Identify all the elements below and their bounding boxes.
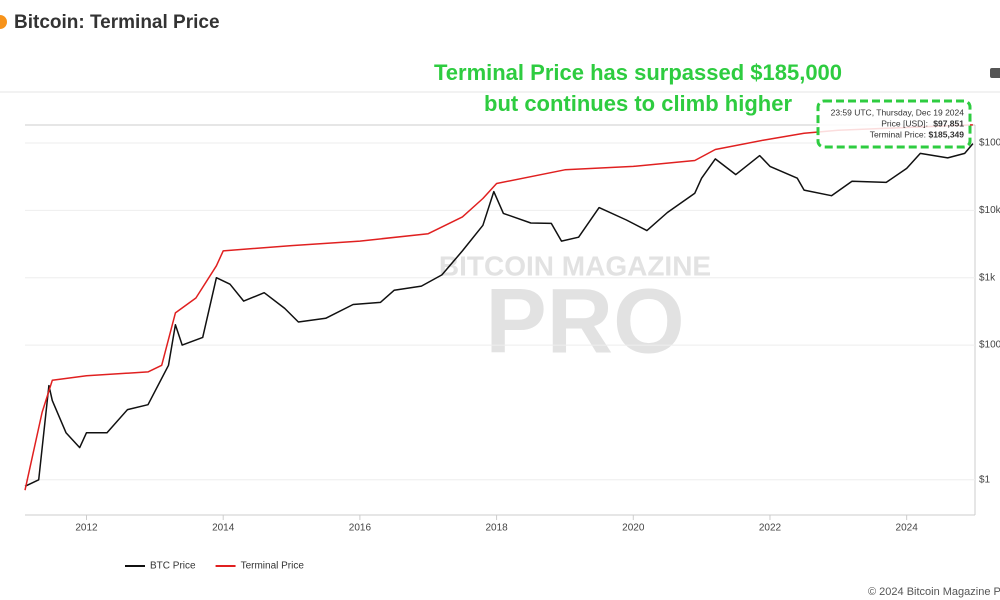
- watermark: BITCOIN MAGAZINE PRO: [439, 250, 711, 372]
- tooltip-value: $97,851: [933, 118, 964, 128]
- tooltip-label: Price [USD]:: [881, 118, 928, 128]
- x-tick-label: 2014: [212, 523, 235, 534]
- plot-area: $1 $100 $1k $10k $100k 2012 2014 2016 2018 2020 20…: [24, 124, 1000, 534]
- series-line: [24, 124, 973, 491]
- y-tick-label: $10k: [979, 205, 1000, 216]
- camera-icon[interactable]: [990, 68, 1000, 78]
- legend-label: BTC Price: [150, 561, 196, 572]
- chart-title: Bitcoin: Terminal Price: [14, 12, 220, 33]
- legend: BTC Price Terminal Price: [125, 561, 304, 572]
- x-tick-label: 2020: [622, 523, 645, 534]
- tooltip-label: Terminal Price:: [870, 129, 926, 139]
- y-tick-label: $100: [979, 340, 1000, 351]
- tooltip-value: $185,349: [929, 129, 965, 139]
- x-tick-label: 2022: [759, 523, 782, 534]
- legend-label: Terminal Price: [241, 561, 305, 572]
- y-tick-label: $1: [979, 474, 991, 485]
- y-tick-label: $100k: [979, 138, 1000, 149]
- x-tick-label: 2024: [896, 523, 919, 534]
- annotation-line: but continues to climb higher: [484, 91, 792, 116]
- y-tick-label: $1k: [979, 272, 996, 283]
- tooltip: 23:59 UTC, Thursday, Dec 19 2024 Price […: [831, 107, 965, 139]
- logo-icon: [0, 15, 7, 29]
- tooltip-highlight: [816, 99, 972, 149]
- footer: © 2024 Bitcoin Magazine Pro: [868, 586, 1000, 598]
- watermark-text: BITCOIN MAGAZINE: [439, 250, 711, 281]
- annotation: Terminal Price has surpassed $185,000 bu…: [434, 60, 842, 116]
- series-line: [24, 143, 974, 487]
- x-tick-label: 2018: [485, 523, 508, 534]
- annotation-line: Terminal Price has surpassed $185,000: [434, 60, 842, 85]
- tooltip-date: 23:59 UTC, Thursday, Dec 19 2024: [831, 107, 965, 117]
- watermark-text: PRO: [485, 270, 684, 372]
- x-tick-label: 2016: [349, 523, 372, 534]
- x-tick-label: 2012: [75, 523, 98, 534]
